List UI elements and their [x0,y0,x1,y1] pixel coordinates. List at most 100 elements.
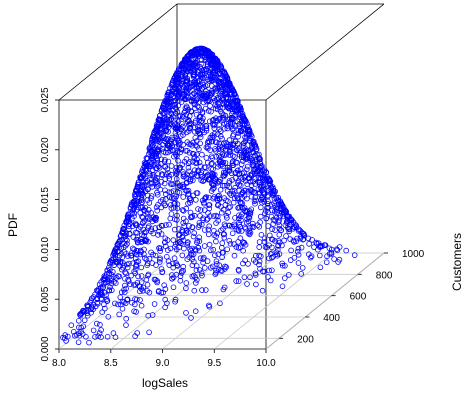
data-point [196,77,203,84]
data-point [244,216,250,222]
data-point [202,164,209,171]
data-point [286,228,292,235]
data-point [169,275,175,282]
data-point [219,144,226,150]
data-point [235,130,242,137]
data-point [235,111,242,117]
data-point [140,219,146,226]
data-point [180,171,187,178]
data-point [273,214,280,221]
data-point [182,187,189,194]
data-point [193,263,200,269]
data-point [170,284,177,291]
data-point [116,253,123,259]
data-point [155,171,161,177]
data-point [104,333,111,340]
data-point [123,230,130,237]
data-point [267,251,274,257]
data-point [219,268,225,274]
data-point [147,148,153,154]
data-point [101,275,108,281]
data-point [173,170,180,176]
data-point [94,320,100,327]
data-point [177,277,184,284]
data-point [207,75,214,81]
data-point [206,223,213,230]
data-point [162,286,169,292]
data-point [170,113,176,120]
data-point [181,66,188,73]
data-point [191,69,198,75]
data-point [235,228,242,234]
data-point [162,202,168,209]
data-point [126,231,133,237]
data-point [210,246,217,253]
data-point [196,104,202,111]
data-point [163,127,170,133]
data-point [109,257,116,264]
data-point [161,180,168,187]
data-point [213,261,220,267]
data-point [187,199,193,206]
data-point [137,288,143,295]
data-point [145,272,151,279]
data-point [199,272,205,279]
data-point [199,127,206,134]
data-point [295,245,302,252]
data-point [221,235,228,241]
data-point [154,160,161,167]
data-point [156,245,162,251]
data-point [195,167,202,174]
data-point [241,205,248,211]
z-tick-label: 0.000 [40,336,51,361]
data-point [242,257,248,264]
data-point [243,225,249,232]
data-point [220,182,226,189]
data-point [119,298,126,305]
data-point [125,253,131,260]
data-point [106,260,113,267]
data-point [211,213,217,219]
data-point [191,287,198,294]
data-point [176,231,183,238]
data-point [205,108,212,114]
data-point [177,149,184,156]
data-point [219,209,225,216]
data-point [132,203,138,209]
data-point [290,219,297,225]
y-tick-label: 200 [297,334,314,345]
data-point [259,199,265,206]
data-point [170,205,177,211]
data-point [241,118,248,124]
data-point [226,137,233,143]
data-point [215,61,222,68]
data-point [165,97,171,104]
data-point [226,146,233,153]
data-point [180,194,187,200]
data-point [75,339,82,346]
data-point [231,241,237,247]
data-point [184,82,190,88]
data-point [210,133,217,140]
data-point [208,188,215,194]
data-point [252,270,259,277]
data-point [209,132,216,139]
data-point [101,301,107,308]
data-point [256,179,263,185]
data-point [181,223,188,229]
data-point [176,137,182,144]
data-points [60,45,358,346]
data-point [199,45,205,52]
grid-line [265,252,385,350]
data-point [176,244,183,250]
data-point [83,307,90,314]
data-point [220,206,227,213]
data-point [286,225,292,232]
data-point [171,121,178,128]
data-point [290,226,297,232]
data-point [176,226,182,232]
data-point [208,161,215,167]
data-point [262,210,268,217]
data-point [154,181,161,187]
data-point [223,212,230,219]
